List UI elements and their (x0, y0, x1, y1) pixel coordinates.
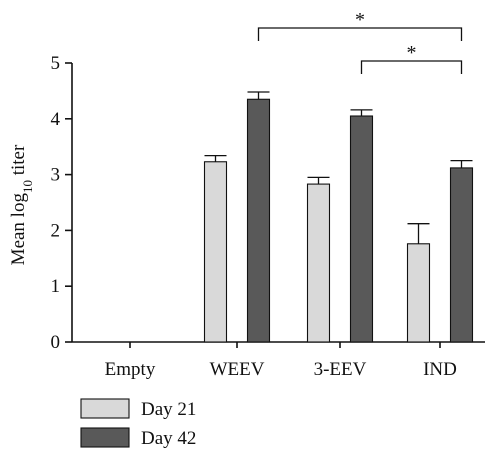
bar-day-42-ind (449, 167, 474, 343)
x-tick-label: WEEV (210, 359, 265, 380)
bar-day-21-3-eev (306, 183, 331, 343)
y-tick-label: 1 (51, 276, 61, 297)
error-bars (204, 91, 473, 244)
bar-day-42-weev (246, 98, 271, 343)
x-tick-label: IND (423, 359, 457, 380)
legend-swatch-day-42 (80, 427, 130, 448)
legend-swatch-day-21 (80, 398, 130, 419)
y-tick-label: 3 (51, 165, 61, 186)
legend-label: Day 42 (141, 428, 196, 449)
significance-label: * (355, 9, 365, 31)
category-labels: Empty WEEV 3-EEV IND (105, 359, 457, 380)
y-ticks: 0 1 2 3 4 5 (51, 53, 72, 353)
y-axis-label: Mean log10 titer (8, 144, 35, 265)
significance-brackets: ** (257, 9, 463, 74)
significance-bracket (257, 27, 463, 41)
bar-day-21-ind (406, 243, 431, 343)
y-tick-label: 0 (51, 332, 61, 353)
legend-label: Day 21 (141, 399, 196, 420)
y-tick-label: 2 (51, 220, 61, 241)
bar-day-42-3-eev (349, 115, 374, 343)
significance-bracket (360, 60, 463, 74)
y-tick-label: 5 (51, 53, 61, 74)
y-tick-label: 4 (51, 109, 61, 130)
significance-label: * (407, 42, 417, 64)
bars (203, 98, 474, 343)
x-tick-label: 3-EEV (314, 359, 367, 380)
legend: Day 21 Day 42 (80, 398, 196, 449)
x-tick-label: Empty (105, 359, 156, 380)
bar-day-21-weev (203, 161, 228, 343)
